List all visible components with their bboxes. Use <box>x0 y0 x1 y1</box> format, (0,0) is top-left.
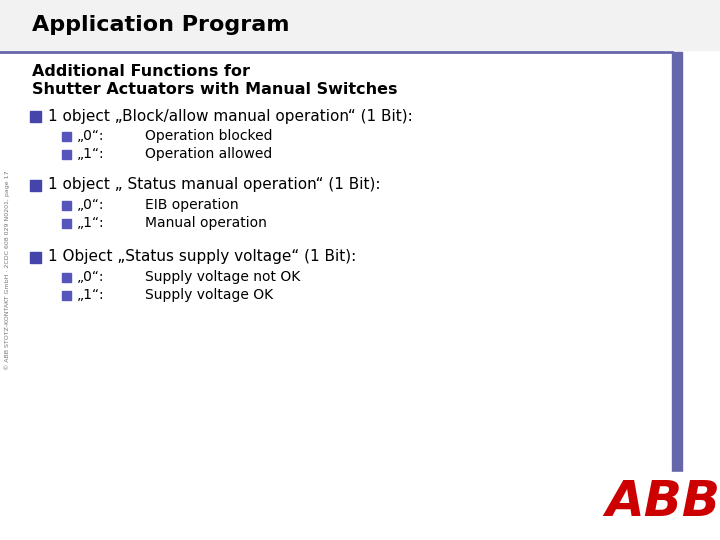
Bar <box>62 273 71 281</box>
Text: Supply voltage not OK: Supply voltage not OK <box>145 270 300 284</box>
Bar <box>62 150 71 159</box>
Text: Operation allowed: Operation allowed <box>145 147 272 161</box>
Text: EIB operation: EIB operation <box>145 198 238 212</box>
Bar <box>615 472 710 532</box>
Text: Manual operation: Manual operation <box>145 216 267 230</box>
Text: 1 Object „Status supply voltage“ (1 Bit):: 1 Object „Status supply voltage“ (1 Bit)… <box>48 249 356 265</box>
Text: Additional Functions for: Additional Functions for <box>32 64 250 79</box>
Text: ABB: ABB <box>605 478 720 526</box>
Text: Application Program: Application Program <box>32 15 289 35</box>
Text: 1 object „ Status manual operation“ (1 Bit):: 1 object „ Status manual operation“ (1 B… <box>48 178 380 192</box>
Text: „1“:: „1“: <box>77 147 104 161</box>
Text: „0“:: „0“: <box>77 198 104 212</box>
Bar <box>672 52 682 475</box>
Text: „0“:: „0“: <box>77 270 104 284</box>
Bar <box>62 200 71 210</box>
Bar <box>30 111 41 122</box>
Text: Shutter Actuators with Manual Switches: Shutter Actuators with Manual Switches <box>32 82 397 97</box>
Bar <box>30 180 41 191</box>
Bar <box>62 219 71 227</box>
Text: Supply voltage OK: Supply voltage OK <box>145 288 273 302</box>
Text: Operation blocked: Operation blocked <box>145 129 272 143</box>
Text: 1 object „Block/allow manual operation“ (1 Bit):: 1 object „Block/allow manual operation“ … <box>48 109 413 124</box>
Bar <box>30 252 41 263</box>
Text: „1“:: „1“: <box>77 288 104 302</box>
Bar <box>62 132 71 140</box>
Text: „0“:: „0“: <box>77 129 104 143</box>
Text: © ABB STOTZ-KONTAKT GmbH · 2CDC 608 029 N0201, page 17: © ABB STOTZ-KONTAKT GmbH · 2CDC 608 029 … <box>4 170 10 370</box>
Text: „1“:: „1“: <box>77 216 104 230</box>
Bar <box>62 291 71 300</box>
Bar <box>0 0 720 50</box>
